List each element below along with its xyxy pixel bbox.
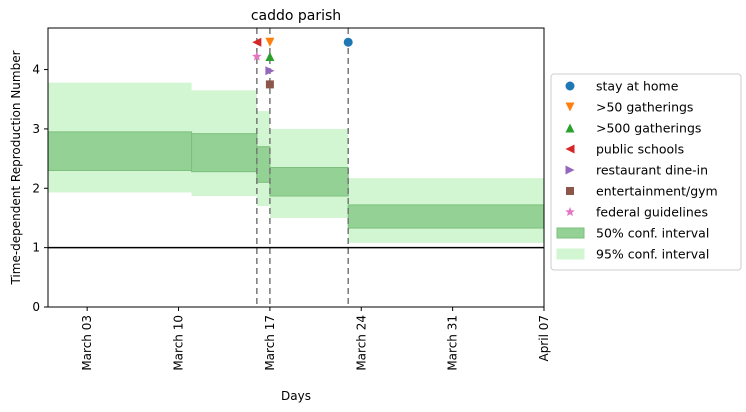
legend-label-0: stay at home — [596, 79, 679, 94]
marker-triangle-left-3 — [252, 37, 262, 47]
intervention-lines — [256, 28, 349, 307]
legend-swatch-7 — [556, 227, 585, 239]
legend-marker-3 — [565, 144, 575, 154]
legend-label-6: federal guidelines — [596, 205, 708, 220]
ci50-band-3 — [269, 167, 349, 197]
ci50-band-1 — [191, 133, 258, 173]
legend-label-5: entertainment/gym — [596, 184, 718, 199]
legend-marker-5 — [566, 187, 574, 195]
legend-label-3: public schools — [596, 142, 684, 157]
marker-square-5 — [265, 80, 274, 89]
legend-marker-1 — [565, 102, 575, 112]
ci50-band-0 — [47, 131, 193, 171]
x-tick-label-2: March 17 — [263, 315, 277, 371]
legend-marker-6 — [565, 207, 575, 217]
x-tick-label-4: March 31 — [446, 315, 460, 371]
y-tick-label-0: 0 — [32, 300, 40, 314]
legend: stay at home >50 gatherings >500 gathering… — [550, 73, 742, 271]
y-tick-label-2: 2 — [32, 181, 40, 195]
legend-marker-0 — [565, 81, 575, 91]
x-axis-label: Days — [281, 389, 311, 403]
x-axis: March 03 March 10 March 17 March 24 March 31… — [80, 307, 551, 371]
chart-title: caddo parish — [251, 8, 341, 24]
legend-label-2: >500 gatherings — [596, 121, 701, 136]
ci50-band-4 — [347, 204, 545, 229]
marker-triangle-up-2 — [265, 51, 275, 61]
y-axis-label: Time-dependent Reproduction Number — [9, 50, 23, 285]
x-tick-label-0: March 03 — [80, 315, 94, 371]
legend-label-7: 50% conf. interval — [596, 226, 709, 241]
legend-label-4: restaurant dine-in — [596, 163, 708, 178]
y-tick-label-1: 1 — [32, 241, 40, 255]
x-tick-label-3: March 24 — [354, 315, 368, 371]
ci50-band-2 — [256, 146, 271, 183]
x-tick-label-1: March 10 — [172, 315, 186, 371]
marker-triangle-right-4 — [265, 66, 275, 76]
legend-swatch-8 — [556, 248, 585, 260]
plot-frame — [47, 27, 545, 308]
legend-label-8: 95% conf. interval — [596, 247, 709, 262]
marker-triangle-down-1 — [265, 37, 275, 47]
marker-circle-0 — [343, 37, 353, 47]
legend-label-1: >50 gatherings — [596, 100, 693, 115]
y-tick-label-3: 3 — [32, 122, 40, 136]
legend-box — [550, 73, 742, 271]
intervention-markers — [252, 37, 353, 89]
x-tick-label-5: April 07 — [537, 315, 551, 362]
y-tick-label-4: 4 — [32, 63, 40, 77]
y-axis: 0 1 2 3 4 — [32, 63, 48, 314]
legend-marker-2 — [565, 123, 575, 133]
ci-bands — [47, 82, 545, 243]
legend-marker-4 — [565, 165, 575, 175]
marker-star-6 — [252, 51, 262, 61]
